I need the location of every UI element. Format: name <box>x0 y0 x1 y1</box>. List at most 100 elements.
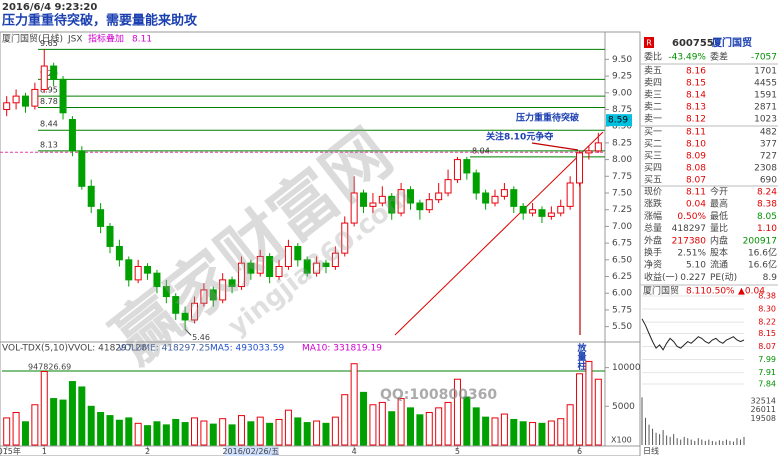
field-label: 委差 <box>710 51 728 63</box>
book-price: 8.10 <box>686 140 706 150</box>
volume-title: VOL-TDX(5,10) <box>2 344 68 354</box>
x-tick-label: 2 <box>145 447 150 456</box>
book-price: 8.12 <box>686 115 706 125</box>
volume-bar <box>266 422 274 446</box>
volume-bar <box>31 404 39 446</box>
volume-bar <box>153 421 161 446</box>
y-tick-label: 5.50 <box>612 322 632 332</box>
field-value: 16.6亿 <box>748 259 777 271</box>
mini-change: 0.50% <box>706 287 735 297</box>
level-label: 9.65 <box>40 39 58 48</box>
field-label: 涨幅 <box>644 210 662 222</box>
candle-body <box>360 192 368 207</box>
volume-bar <box>237 415 245 446</box>
candle-body <box>585 150 593 154</box>
y-tick-label: 7.50 <box>612 189 632 199</box>
field-value: 217380 <box>672 236 707 246</box>
field-label: 换手 <box>644 247 662 259</box>
level-label: 8.04 <box>472 146 490 155</box>
y-tick-label: 8.22 <box>758 318 776 327</box>
volume-bar <box>406 407 414 446</box>
volume-bar <box>209 423 217 446</box>
candle-body <box>256 255 264 274</box>
volume-bar <box>125 417 133 446</box>
volume-bar <box>78 386 86 446</box>
x-tick-label: 6 <box>577 447 582 456</box>
candle-body <box>510 189 518 207</box>
x-tick-label: 2015年 <box>0 446 21 456</box>
book-volume: 4455 <box>754 79 777 89</box>
level-label: 8.95 <box>40 86 58 95</box>
candle-body <box>341 222 349 254</box>
datetime: 2016/6/4 9:23:20 <box>2 2 97 13</box>
candle-body <box>31 88 39 107</box>
candle-body <box>219 279 227 301</box>
volume-bar <box>87 405 95 446</box>
volume-bar <box>416 414 424 446</box>
book-price: 8.07 <box>686 176 706 186</box>
volume-bar <box>350 363 358 446</box>
x-tick-label: 2016/02/26/五 <box>222 447 279 456</box>
candle-body <box>444 179 452 194</box>
book-volume: 377 <box>760 140 777 150</box>
volume-bar <box>397 398 405 446</box>
candle-body <box>538 209 546 217</box>
volume-bar <box>341 394 349 446</box>
volume-bar <box>228 424 236 446</box>
y-tick-label: 9.50 <box>612 55 632 65</box>
volume-bar <box>59 399 67 446</box>
volume-bar <box>547 420 555 446</box>
y-tick-label: 7.91 <box>758 368 776 377</box>
x-tick-label: 1 <box>42 447 47 456</box>
y-tick-label: 9.25 <box>612 72 632 82</box>
volume-bar <box>284 409 292 446</box>
candle-body <box>491 195 499 204</box>
y-tick-label: 9.00 <box>612 88 632 98</box>
volume-bar <box>566 404 574 446</box>
candle-body <box>228 279 236 288</box>
volume-bar <box>144 425 152 446</box>
volume-bar <box>172 418 180 446</box>
mini-price: 8.11 <box>686 287 706 297</box>
volume-bar <box>472 407 480 446</box>
volume-bar <box>425 411 433 446</box>
book-price: 8.14 <box>686 91 706 101</box>
book-price: 8.08 <box>686 164 706 174</box>
cursor-price: 8.59 <box>608 116 628 126</box>
field-value: -7057 <box>751 53 777 63</box>
book-label: 买二 <box>644 139 662 150</box>
candle-body <box>97 209 105 227</box>
volume-bar <box>463 396 471 446</box>
annotation: 压力重重待突破 <box>516 112 580 124</box>
candle-body <box>50 65 58 80</box>
volume-bar <box>369 404 377 446</box>
candle-body <box>68 119 76 152</box>
candle-body <box>425 199 433 211</box>
book-volume: 690 <box>760 176 777 186</box>
volume-bar <box>444 401 452 446</box>
volume-bar <box>557 418 565 446</box>
y-tick-label: 8.30 <box>758 305 776 314</box>
candle-body <box>313 262 321 274</box>
candle-body <box>322 262 330 267</box>
book-label: 卖一 <box>644 114 662 125</box>
field-value: 8.9 <box>763 273 778 283</box>
book-volume: 1023 <box>754 115 777 125</box>
field-label: 收益(一) <box>644 271 678 283</box>
volume-tick-label: 32514 <box>751 396 776 405</box>
book-price: 8.13 <box>686 103 706 113</box>
book-label: 卖三 <box>644 90 662 101</box>
book-price: 8.16 <box>686 67 706 77</box>
legend-entry: MA10: 331819.19 <box>302 344 382 354</box>
volume-bar <box>500 413 508 446</box>
y-tick-label: 8.25 <box>612 138 632 148</box>
candle-body <box>115 245 123 261</box>
field-value: 16.6亿 <box>748 247 777 259</box>
field-value: 0.50% <box>677 212 706 222</box>
candle-body <box>266 255 274 278</box>
volume-bar <box>482 416 490 446</box>
x-highlight <box>224 447 279 456</box>
candle-body <box>576 152 584 184</box>
